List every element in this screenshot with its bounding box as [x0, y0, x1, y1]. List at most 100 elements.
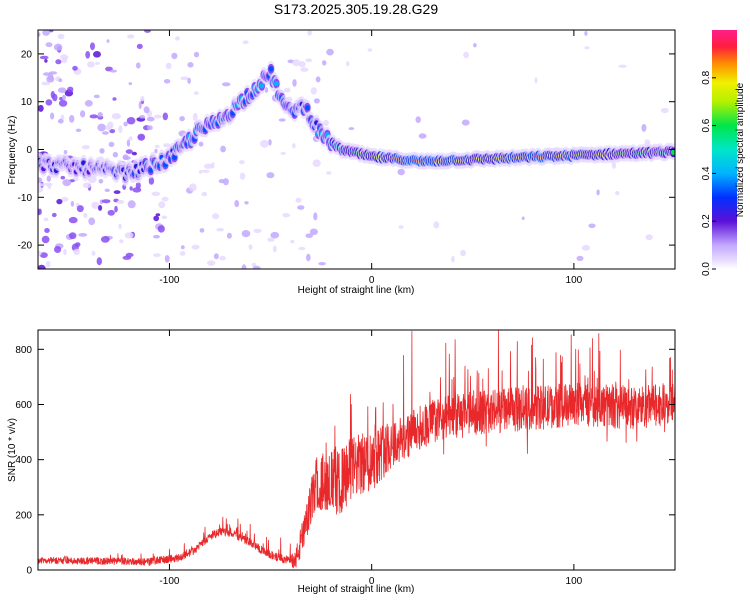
spectrogram-cell	[164, 254, 170, 263]
snr-plot-area	[38, 330, 675, 570]
spectrogram-cell	[326, 48, 334, 56]
snr-x-axis-label: Height of straight line (km)	[298, 584, 415, 595]
spectrogram-cell	[73, 248, 80, 256]
spectrogram-cell	[51, 212, 57, 218]
spectrogram-cell	[128, 82, 133, 86]
snr-x-ticks: -100 0 100	[159, 330, 583, 587]
spectrogram-cell	[153, 253, 161, 257]
spectrogram-cell	[140, 96, 145, 102]
spectrogram-cell	[52, 254, 60, 260]
spectrogram-cell	[136, 62, 141, 69]
spectrogram-cell	[161, 215, 168, 220]
colorbar: 0.0 0.2 0.4 0.6 0.8 Normalized spectral ampl…	[701, 30, 746, 276]
spectrogram-cell	[264, 87, 269, 93]
spectrogram-cell	[268, 66, 274, 72]
spectrogram-cell	[80, 110, 86, 118]
spectrogram-cell	[292, 143, 296, 149]
spectrogram-cell	[135, 182, 141, 189]
spectrogram-cell	[54, 246, 62, 253]
snr-series-line	[38, 330, 675, 569]
spectrogram-y-tick-label: 10	[21, 97, 33, 108]
spectrogram-cell	[451, 255, 455, 263]
spectrogram-cell	[154, 148, 158, 154]
spectrogram-cell	[313, 98, 320, 104]
spectrogram-cell	[270, 231, 280, 239]
colorbar-tick-label: 0.2	[701, 214, 712, 228]
spectrogram-y-tick-label: 0	[26, 145, 32, 156]
spectrogram-cell	[126, 117, 136, 125]
spectrogram-cell	[611, 161, 617, 169]
spectrogram-cell	[107, 209, 115, 216]
spectrogram-cell	[234, 200, 240, 208]
spectrogram-cell	[193, 51, 200, 58]
spectrogram-cell	[69, 232, 77, 240]
spectrogram-cell	[584, 31, 588, 36]
spectrogram-cell	[138, 101, 142, 110]
spectrogram-cell	[192, 112, 198, 121]
snr-x-tick-label: 0	[369, 576, 375, 587]
spectrogram-cell	[45, 260, 51, 268]
spectrogram-cell	[241, 230, 251, 238]
snr-y-tick-label: 0	[26, 566, 32, 577]
spectrogram-cell	[282, 213, 291, 218]
spectrogram-cell	[280, 151, 286, 155]
spectrogram-cell	[44, 182, 53, 186]
spectrogram-cell	[57, 87, 67, 93]
spectrogram-cell	[212, 213, 220, 220]
spectrogram-cell	[305, 58, 313, 63]
spectrogram-cell	[68, 216, 78, 224]
spectrogram-cell	[82, 182, 92, 189]
spectrogram-cell	[198, 169, 203, 174]
spectrogram-cell	[221, 82, 231, 87]
spectrogram-cell	[318, 262, 326, 266]
spectrogram-cell	[38, 186, 44, 193]
spectrogram-cell	[148, 177, 155, 185]
spectrogram-cell	[41, 81, 51, 86]
spectrogram-cell	[615, 191, 620, 196]
spectrogram-cell	[63, 150, 68, 155]
spectrogram-cell	[239, 160, 245, 165]
spectrogram-cell	[38, 264, 46, 269]
spectrogram-x-tick-label: -100	[159, 275, 179, 286]
spectrogram-cell	[144, 30, 151, 33]
spectrogram-cell	[48, 71, 58, 75]
spectrogram-cell	[521, 216, 525, 221]
spectrogram-cell	[207, 260, 216, 266]
spectrogram-cell	[310, 87, 317, 95]
spectrogram-cell	[458, 105, 462, 112]
spectrogram-cell	[323, 119, 329, 127]
spectrogram-cell	[315, 76, 321, 83]
colorbar-tick-label: 0.0	[701, 262, 712, 276]
spectrogram-cell	[433, 221, 440, 229]
colorbar-tick-label: 0.4	[701, 166, 712, 180]
colorbar-tick-label: 0.8	[701, 70, 712, 84]
snr-frame	[37, 329, 676, 571]
spectrogram-cell	[137, 133, 146, 141]
spectrogram-cell	[62, 179, 72, 187]
spectrogram-cell	[576, 255, 584, 261]
spectrogram-cell	[127, 34, 135, 39]
spectrogram-cell	[180, 76, 189, 81]
spectrogram-cell	[38, 183, 45, 187]
spectrogram-cell	[282, 127, 288, 132]
spectrogram-cell	[42, 30, 50, 36]
spectrogram-cell	[89, 114, 99, 119]
spectrogram-cell	[367, 48, 373, 52]
spectrogram-cell	[88, 217, 96, 226]
spectrogram-cell	[57, 118, 64, 124]
spectrogram-cell	[58, 78, 63, 83]
spectrogram-cell	[76, 205, 84, 213]
spectrogram-cell	[102, 131, 109, 135]
spectrogram-cell	[118, 125, 123, 134]
spectrogram-cell	[109, 69, 117, 73]
spectrogram-cell	[78, 233, 88, 237]
spectrogram-cell	[162, 181, 172, 190]
spectrogram-cell	[90, 42, 95, 51]
spectrogram-cell	[60, 175, 66, 180]
spectrogram-y-ticks: -20 -10 0 10 20	[18, 49, 675, 252]
spectrogram-cell	[348, 127, 355, 131]
spectrogram-cell	[660, 107, 669, 114]
spectrogram-cell	[179, 116, 185, 122]
spectrogram-cell	[85, 51, 91, 59]
